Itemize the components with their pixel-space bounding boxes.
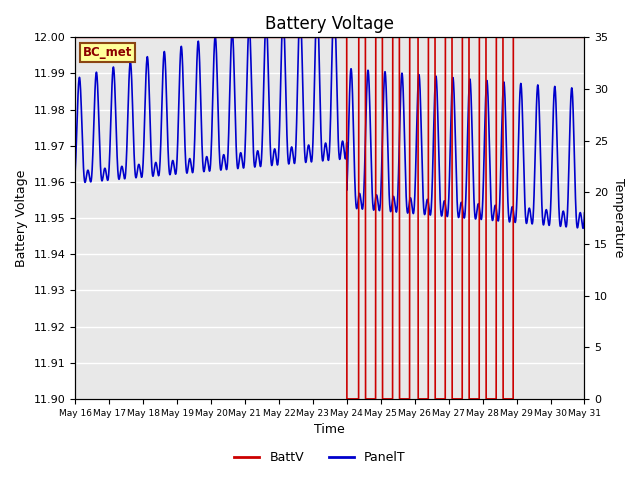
X-axis label: Time: Time xyxy=(314,423,345,436)
Legend: BattV, PanelT: BattV, PanelT xyxy=(229,446,411,469)
Title: Battery Voltage: Battery Voltage xyxy=(266,15,394,33)
Y-axis label: Temperature: Temperature xyxy=(612,179,625,258)
Text: BC_met: BC_met xyxy=(83,47,132,60)
Y-axis label: Battery Voltage: Battery Voltage xyxy=(15,169,28,267)
